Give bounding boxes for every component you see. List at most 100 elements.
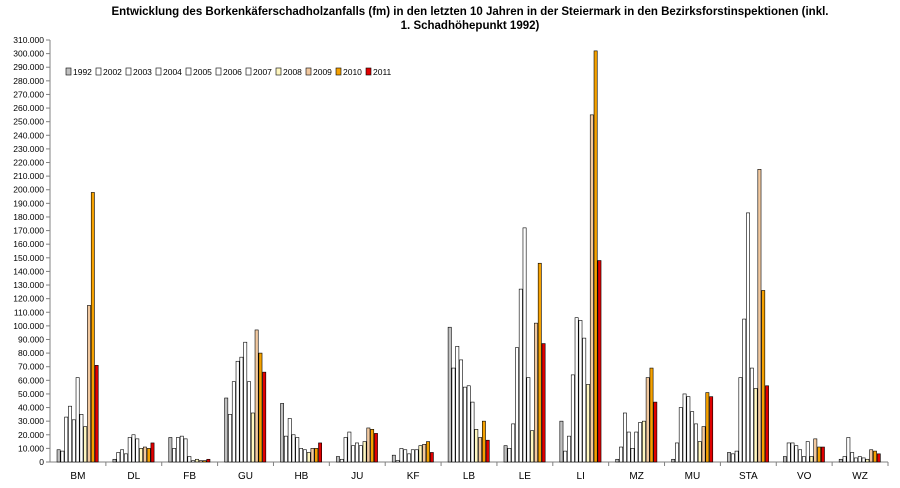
bar (451, 367, 456, 463)
bar (283, 435, 288, 463)
bar (738, 377, 743, 463)
x-tick-label: GU (238, 471, 253, 482)
bar (742, 318, 747, 463)
bar (224, 397, 229, 463)
x-tick-label: STA (739, 471, 758, 482)
y-tick-label: 300.000 (13, 49, 44, 59)
y-tick-label: 70.000 (18, 362, 44, 372)
bar (694, 423, 698, 463)
bar (846, 437, 851, 463)
bar (470, 401, 475, 463)
y-tick-label: 120.000 (13, 294, 44, 304)
bar (615, 458, 620, 463)
bar (395, 460, 400, 463)
bar (857, 456, 862, 463)
legend-swatch (155, 67, 162, 76)
y-tick-label: 280.000 (13, 76, 44, 86)
y-tick-label: 0 (39, 457, 44, 467)
bar (422, 443, 427, 463)
bar (645, 377, 650, 463)
bar (299, 448, 304, 463)
bar (143, 446, 147, 463)
bar (75, 377, 80, 463)
bar (447, 326, 452, 463)
legend-swatch (215, 67, 222, 76)
bar (79, 414, 84, 463)
bar (410, 449, 415, 463)
bar (228, 414, 232, 463)
bar (511, 423, 516, 463)
bar (765, 385, 769, 463)
bar (231, 381, 236, 463)
bar (306, 452, 311, 463)
bar (336, 456, 340, 463)
bar (518, 288, 523, 463)
bar (634, 431, 639, 463)
bar (782, 456, 787, 463)
bar (60, 450, 65, 463)
bar (139, 448, 144, 463)
bar (537, 262, 542, 463)
legend-swatch (245, 67, 252, 76)
bar (675, 442, 679, 463)
bar (318, 442, 323, 463)
bar (202, 460, 207, 463)
bar (842, 456, 847, 463)
bar (116, 452, 121, 463)
bar (649, 367, 654, 463)
bar (112, 458, 117, 463)
bar (474, 429, 479, 463)
legend-swatch (125, 67, 132, 76)
bar (366, 427, 371, 463)
chart-title-line-1: Entwicklung des Borkenkäferschadholzanfa… (111, 6, 829, 18)
legend-label: 2004 (163, 67, 182, 77)
bar (94, 365, 99, 463)
bar (507, 448, 512, 463)
bar (302, 449, 307, 463)
bar (697, 441, 702, 463)
y-tick-label: 160.000 (13, 239, 44, 249)
bar (168, 437, 173, 463)
x-tick-label: LE (519, 471, 532, 482)
bar (570, 374, 575, 463)
bar (135, 438, 140, 463)
bar (597, 260, 602, 463)
bar (515, 347, 519, 463)
y-tick-label: 20.000 (18, 430, 44, 440)
bar (262, 371, 267, 463)
bar (374, 433, 378, 463)
bar (418, 445, 423, 463)
bar (429, 452, 434, 463)
y-tick-label: 150.000 (13, 253, 44, 263)
bar (351, 445, 356, 463)
legend-swatch (95, 67, 102, 76)
bar (522, 227, 527, 463)
bar (709, 396, 714, 463)
bar (71, 419, 76, 463)
bar (734, 450, 739, 463)
bar (790, 442, 795, 463)
bar (90, 192, 95, 463)
chart-title-line-2: 1. Schadhöhepunkt 1992) (400, 20, 540, 32)
bar (876, 453, 881, 463)
bar (567, 435, 571, 463)
bar (541, 343, 546, 463)
bar (459, 359, 464, 463)
y-tick-label: 210.000 (13, 171, 44, 181)
legend-label: 2009 (313, 67, 332, 77)
bar (172, 448, 177, 463)
bar (757, 169, 762, 463)
y-tick-label: 90.000 (18, 334, 44, 344)
legend-label: 2003 (133, 67, 152, 77)
bar (593, 50, 598, 463)
bar (873, 450, 877, 463)
bar (869, 449, 874, 463)
bar (414, 449, 419, 463)
legend-label: 2002 (103, 67, 122, 77)
x-tick-label: LI (577, 471, 585, 482)
bar (746, 212, 750, 463)
y-tick-label: 40.000 (18, 403, 44, 413)
bar (861, 457, 866, 463)
bar (534, 322, 538, 463)
bar (426, 441, 430, 463)
